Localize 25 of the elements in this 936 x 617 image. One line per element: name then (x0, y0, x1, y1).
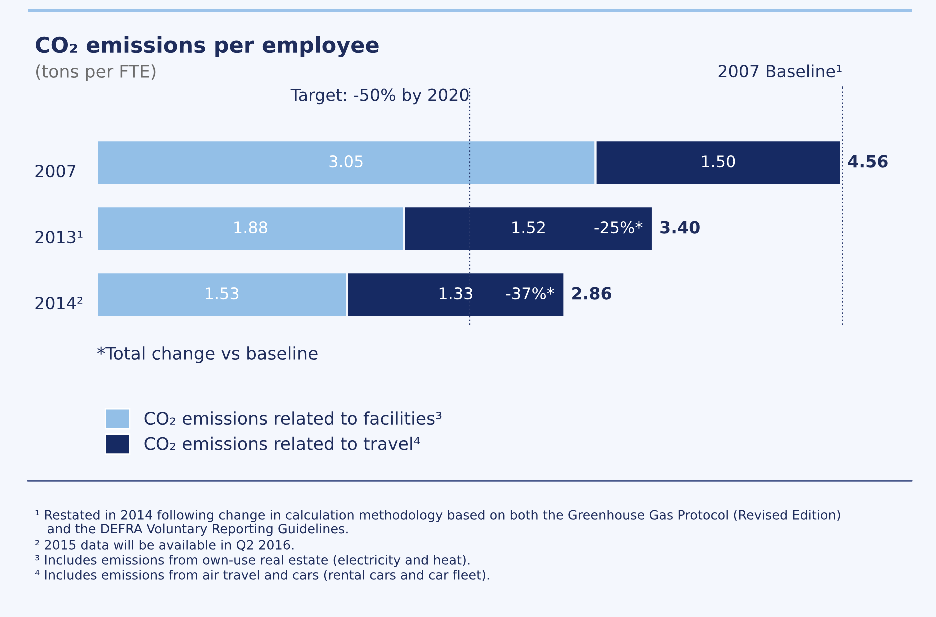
total-label: 3.40 (660, 221, 700, 234)
legend-label: CO₂ emissions related to travel⁴ (144, 436, 420, 450)
chart-subtitle: (tons per FTE) (36, 64, 156, 82)
text: ² 2015 data will be available in Q2 2016. (36, 540, 294, 552)
chart-title: CO₂ emissions per employee (36, 36, 379, 58)
data-label: 1.53 (206, 288, 239, 300)
data-label: 1.88 (234, 222, 268, 234)
annotation: -37%* (506, 288, 554, 300)
data-label: 3.05 (330, 156, 363, 168)
text: ³ Includes emissions from own-use real estate (electricity and heat). (36, 555, 470, 568)
data-label: 1.33 (440, 288, 472, 300)
y-tick-label: 2007 (36, 164, 76, 178)
annotation: Target: -50% by 2020 (290, 88, 469, 105)
y-tick-label: 2013¹ (36, 230, 83, 244)
annotation: -25%* (594, 222, 643, 234)
ref-line-label: 2007 Baseline¹ (718, 64, 842, 78)
total-label: 2.86 (572, 287, 612, 300)
text: ¹ Restated in 2014 following change in calculation methodology based on both the Greenhouse Gas Protocol (Revised Edition) and the DEFRA Voluntary Reporting Guidelines. (36, 510, 840, 536)
data-label: 1.50 (702, 156, 736, 168)
data-label: 1.52 (512, 222, 545, 234)
text: *Total change vs baseline (98, 346, 318, 364)
total-label: 4.56 (848, 155, 888, 168)
text: ⁴ Includes emissions from air travel and cars (rental cars and car fleet). (35, 570, 490, 582)
legend-label: CO₂ emissions related to facilities³ (144, 412, 442, 426)
y-tick-label: 2014² (36, 296, 83, 310)
